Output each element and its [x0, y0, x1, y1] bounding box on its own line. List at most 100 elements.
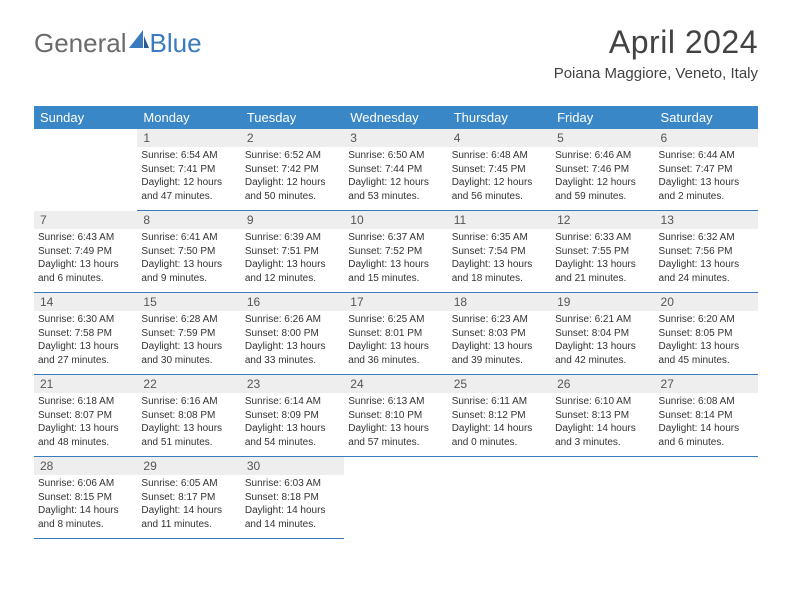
day-cell: 9Sunrise: 6:39 AMSunset: 7:51 PMDaylight… — [241, 211, 344, 293]
sunset-text: Sunset: 8:07 PM — [38, 409, 133, 423]
day-body: Sunrise: 6:25 AMSunset: 8:01 PMDaylight:… — [344, 311, 447, 371]
day-cell — [344, 457, 447, 539]
day-body: Sunrise: 6:23 AMSunset: 8:03 PMDaylight:… — [448, 311, 551, 371]
day-cell: 27Sunrise: 6:08 AMSunset: 8:14 PMDayligh… — [655, 375, 758, 457]
sunrise-text: Sunrise: 6:18 AM — [38, 395, 133, 409]
day-number: 29 — [137, 457, 240, 475]
sunrise-text: Sunrise: 6:10 AM — [555, 395, 650, 409]
sunset-text: Sunset: 7:58 PM — [38, 327, 133, 341]
sunset-text: Sunset: 8:17 PM — [141, 491, 236, 505]
daylight-text: Daylight: 13 hours and 21 minutes. — [555, 258, 650, 285]
sunset-text: Sunset: 8:13 PM — [555, 409, 650, 423]
day-body: Sunrise: 6:32 AMSunset: 7:56 PMDaylight:… — [655, 229, 758, 289]
day-number: 15 — [137, 293, 240, 311]
sunset-text: Sunset: 7:42 PM — [245, 163, 340, 177]
day-body: Sunrise: 6:14 AMSunset: 8:09 PMDaylight:… — [241, 393, 344, 453]
day-number: 8 — [137, 211, 240, 229]
day-number: 12 — [551, 211, 654, 229]
sunset-text: Sunset: 7:55 PM — [555, 245, 650, 259]
daylight-text: Daylight: 13 hours and 42 minutes. — [555, 340, 650, 367]
dow-cell: Monday — [137, 106, 240, 129]
month-title: April 2024 — [554, 24, 758, 61]
day-number: 23 — [241, 375, 344, 393]
day-body: Sunrise: 6:20 AMSunset: 8:05 PMDaylight:… — [655, 311, 758, 371]
day-body: Sunrise: 6:26 AMSunset: 8:00 PMDaylight:… — [241, 311, 344, 371]
day-body: Sunrise: 6:43 AMSunset: 7:49 PMDaylight:… — [34, 229, 137, 289]
daylight-text: Daylight: 13 hours and 30 minutes. — [141, 340, 236, 367]
day-cell: 15Sunrise: 6:28 AMSunset: 7:59 PMDayligh… — [137, 293, 240, 375]
day-cell — [34, 129, 137, 211]
sunset-text: Sunset: 7:50 PM — [141, 245, 236, 259]
day-number: 7 — [34, 211, 137, 229]
sunrise-text: Sunrise: 6:14 AM — [245, 395, 340, 409]
day-number: 10 — [344, 211, 447, 229]
day-number: 30 — [241, 457, 344, 475]
sunset-text: Sunset: 8:12 PM — [452, 409, 547, 423]
brand-logo: GeneralBlue — [34, 28, 202, 59]
daylight-text: Daylight: 12 hours and 59 minutes. — [555, 176, 650, 203]
daylight-text: Daylight: 14 hours and 6 minutes. — [659, 422, 754, 449]
daylight-text: Daylight: 12 hours and 50 minutes. — [245, 176, 340, 203]
sunrise-text: Sunrise: 6:20 AM — [659, 313, 754, 327]
calendar-grid: SundayMondayTuesdayWednesdayThursdayFrid… — [34, 106, 758, 539]
day-body: Sunrise: 6:28 AMSunset: 7:59 PMDaylight:… — [137, 311, 240, 371]
day-body: Sunrise: 6:48 AMSunset: 7:45 PMDaylight:… — [448, 147, 551, 207]
day-cell: 12Sunrise: 6:33 AMSunset: 7:55 PMDayligh… — [551, 211, 654, 293]
daylight-text: Daylight: 14 hours and 14 minutes. — [245, 504, 340, 531]
sunset-text: Sunset: 7:45 PM — [452, 163, 547, 177]
sunset-text: Sunset: 8:15 PM — [38, 491, 133, 505]
daylight-text: Daylight: 13 hours and 27 minutes. — [38, 340, 133, 367]
day-cell: 30Sunrise: 6:03 AMSunset: 8:18 PMDayligh… — [241, 457, 344, 539]
daylight-text: Daylight: 13 hours and 39 minutes. — [452, 340, 547, 367]
dow-cell: Sunday — [34, 106, 137, 129]
sunset-text: Sunset: 8:10 PM — [348, 409, 443, 423]
sunrise-text: Sunrise: 6:23 AM — [452, 313, 547, 327]
day-cell: 2Sunrise: 6:52 AMSunset: 7:42 PMDaylight… — [241, 129, 344, 211]
sunset-text: Sunset: 8:04 PM — [555, 327, 650, 341]
day-cell: 4Sunrise: 6:48 AMSunset: 7:45 PMDaylight… — [448, 129, 551, 211]
daylight-text: Daylight: 13 hours and 54 minutes. — [245, 422, 340, 449]
day-cell — [655, 457, 758, 539]
day-body: Sunrise: 6:33 AMSunset: 7:55 PMDaylight:… — [551, 229, 654, 289]
day-cell: 17Sunrise: 6:25 AMSunset: 8:01 PMDayligh… — [344, 293, 447, 375]
daylight-text: Daylight: 13 hours and 48 minutes. — [38, 422, 133, 449]
sunset-text: Sunset: 7:41 PM — [141, 163, 236, 177]
daylight-text: Daylight: 13 hours and 6 minutes. — [38, 258, 133, 285]
daylight-text: Daylight: 14 hours and 8 minutes. — [38, 504, 133, 531]
daylight-text: Daylight: 13 hours and 51 minutes. — [141, 422, 236, 449]
daylight-text: Daylight: 13 hours and 33 minutes. — [245, 340, 340, 367]
sail-icon — [129, 34, 149, 52]
day-body: Sunrise: 6:06 AMSunset: 8:15 PMDaylight:… — [34, 475, 137, 535]
day-number: 1 — [137, 129, 240, 147]
day-body: Sunrise: 6:50 AMSunset: 7:44 PMDaylight:… — [344, 147, 447, 207]
daylight-text: Daylight: 13 hours and 15 minutes. — [348, 258, 443, 285]
sunrise-text: Sunrise: 6:44 AM — [659, 149, 754, 163]
day-cell: 20Sunrise: 6:20 AMSunset: 8:05 PMDayligh… — [655, 293, 758, 375]
day-number: 24 — [344, 375, 447, 393]
day-body: Sunrise: 6:39 AMSunset: 7:51 PMDaylight:… — [241, 229, 344, 289]
day-body: Sunrise: 6:37 AMSunset: 7:52 PMDaylight:… — [344, 229, 447, 289]
day-number: 13 — [655, 211, 758, 229]
day-cell: 6Sunrise: 6:44 AMSunset: 7:47 PMDaylight… — [655, 129, 758, 211]
daylight-text: Daylight: 14 hours and 11 minutes. — [141, 504, 236, 531]
day-number: 20 — [655, 293, 758, 311]
daylight-text: Daylight: 13 hours and 45 minutes. — [659, 340, 754, 367]
week-row: 21Sunrise: 6:18 AMSunset: 8:07 PMDayligh… — [34, 375, 758, 457]
day-cell: 22Sunrise: 6:16 AMSunset: 8:08 PMDayligh… — [137, 375, 240, 457]
day-number: 26 — [551, 375, 654, 393]
sunset-text: Sunset: 7:52 PM — [348, 245, 443, 259]
sunrise-text: Sunrise: 6:50 AM — [348, 149, 443, 163]
day-number: 3 — [344, 129, 447, 147]
day-cell — [448, 457, 551, 539]
day-number: 5 — [551, 129, 654, 147]
week-row: 14Sunrise: 6:30 AMSunset: 7:58 PMDayligh… — [34, 293, 758, 375]
sunset-text: Sunset: 8:09 PM — [245, 409, 340, 423]
sunrise-text: Sunrise: 6:43 AM — [38, 231, 133, 245]
day-number: 18 — [448, 293, 551, 311]
day-body: Sunrise: 6:35 AMSunset: 7:54 PMDaylight:… — [448, 229, 551, 289]
day-number: 19 — [551, 293, 654, 311]
brand-part1: General — [34, 28, 127, 59]
sunset-text: Sunset: 8:18 PM — [245, 491, 340, 505]
day-cell: 25Sunrise: 6:11 AMSunset: 8:12 PMDayligh… — [448, 375, 551, 457]
daylight-text: Daylight: 12 hours and 47 minutes. — [141, 176, 236, 203]
